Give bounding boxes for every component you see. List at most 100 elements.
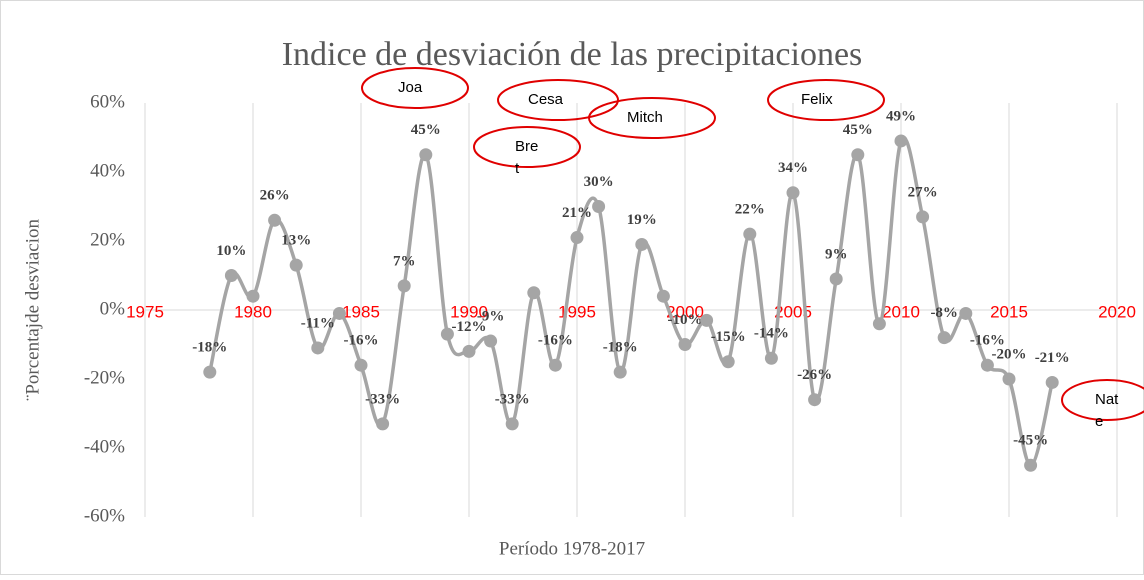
data-point [829, 272, 843, 286]
x-tick-label: 2020 [1098, 302, 1136, 321]
data-point [203, 365, 217, 379]
annotation-box: Mitch [627, 109, 663, 126]
annotation-ellipse [473, 126, 581, 168]
data-label: 22% [735, 202, 765, 218]
data-point [635, 237, 649, 251]
data-label: -16% [344, 333, 379, 349]
x-tick-label: 1990 [450, 302, 488, 321]
data-point [354, 358, 368, 372]
x-axis-label: Período 1978-2017 [499, 538, 645, 559]
x-tick-label: 2005 [774, 302, 812, 321]
y-tick-label: 0% [100, 298, 126, 319]
data-point [808, 393, 822, 407]
data-point [246, 289, 260, 303]
y-tick-label: 20% [90, 229, 125, 250]
data-point [980, 358, 994, 372]
annotation-ellipse [1061, 379, 1144, 421]
annotation-ellipse [361, 67, 469, 109]
annotation-text: Joa [398, 79, 423, 96]
data-label: 30% [584, 174, 614, 190]
data-point [376, 417, 390, 431]
annotation-box: Felix [801, 91, 833, 108]
data-label: 21% [562, 205, 592, 221]
data-label: -26% [797, 367, 832, 383]
data-point [224, 269, 238, 282]
data-label: 13% [281, 233, 311, 249]
data-label: -16% [538, 333, 573, 349]
data-point [289, 258, 303, 272]
data-label: -9% [477, 308, 505, 324]
data-label: 26% [260, 188, 290, 204]
data-label: -21% [1035, 350, 1070, 366]
y-tick-label: 60% [90, 91, 125, 112]
data-label: 45% [843, 122, 873, 138]
data-label: -20% [992, 346, 1027, 362]
data-point [505, 417, 519, 431]
data-point [743, 227, 757, 241]
y-axis-label: ¨Porcentajde desviacion [22, 218, 43, 401]
data-label: -33% [495, 391, 530, 407]
y-tick-label: -60% [84, 505, 125, 526]
annotation-box: Cesa [528, 91, 564, 108]
data-point [570, 231, 584, 245]
data-point [1002, 372, 1016, 386]
data-label: -10% [668, 312, 703, 328]
data-point [397, 279, 411, 293]
data-point [592, 200, 606, 213]
x-tick-label: 1975 [126, 302, 164, 321]
data-point [527, 286, 541, 300]
annotation-ellipse [767, 79, 885, 121]
x-tick-label: 1980 [234, 302, 272, 321]
data-point [656, 289, 670, 303]
data-point [419, 148, 433, 162]
y-tick-label: 40% [90, 160, 125, 181]
data-point [484, 334, 498, 348]
annotation-box: Nate [1095, 391, 1119, 430]
data-point [1045, 375, 1059, 389]
data-point [937, 331, 951, 345]
annotation-ellipse [497, 79, 619, 121]
y-tick-label: -40% [84, 436, 125, 457]
annotation-text: Nate [1095, 391, 1119, 430]
data-point [311, 341, 325, 355]
data-point [764, 351, 778, 365]
x-tick-label: 2000 [666, 302, 704, 321]
data-point [959, 306, 973, 320]
data-label: 19% [627, 212, 657, 228]
data-point [678, 338, 692, 351]
chart-title: Indice de desviación de las precipitacio… [282, 36, 863, 73]
data-point [786, 186, 800, 200]
annotation-box: Bret [515, 138, 538, 177]
data-label: 9% [825, 246, 848, 262]
data-point [462, 344, 476, 358]
data-point [548, 358, 562, 372]
annotation-text: Felix [801, 91, 833, 108]
data-label: -16% [970, 333, 1005, 349]
data-label: -18% [603, 340, 638, 356]
data-label: -15% [711, 329, 746, 345]
data-point [613, 365, 627, 379]
data-point [1024, 458, 1038, 472]
annotation-ellipse [588, 97, 716, 139]
data-label: -14% [754, 326, 789, 342]
data-point [440, 327, 454, 341]
annotation-text: Cesa [528, 91, 564, 108]
data-label: -11% [301, 315, 335, 331]
data-label: 34% [778, 160, 808, 176]
data-point [894, 134, 908, 148]
data-label: -12% [452, 319, 487, 335]
data-label: 49% [886, 108, 916, 124]
data-point [700, 313, 714, 327]
data-point [332, 306, 346, 320]
data-point [872, 317, 886, 331]
data-point [721, 355, 735, 369]
data-label: 7% [393, 253, 416, 269]
data-label: -18% [192, 340, 227, 356]
data-label: 10% [216, 243, 246, 259]
x-tick-label: 1985 [342, 302, 380, 321]
y-tick-label: -20% [84, 367, 125, 388]
annotation-text: Mitch [627, 109, 663, 126]
data-label: -45% [1013, 433, 1048, 449]
